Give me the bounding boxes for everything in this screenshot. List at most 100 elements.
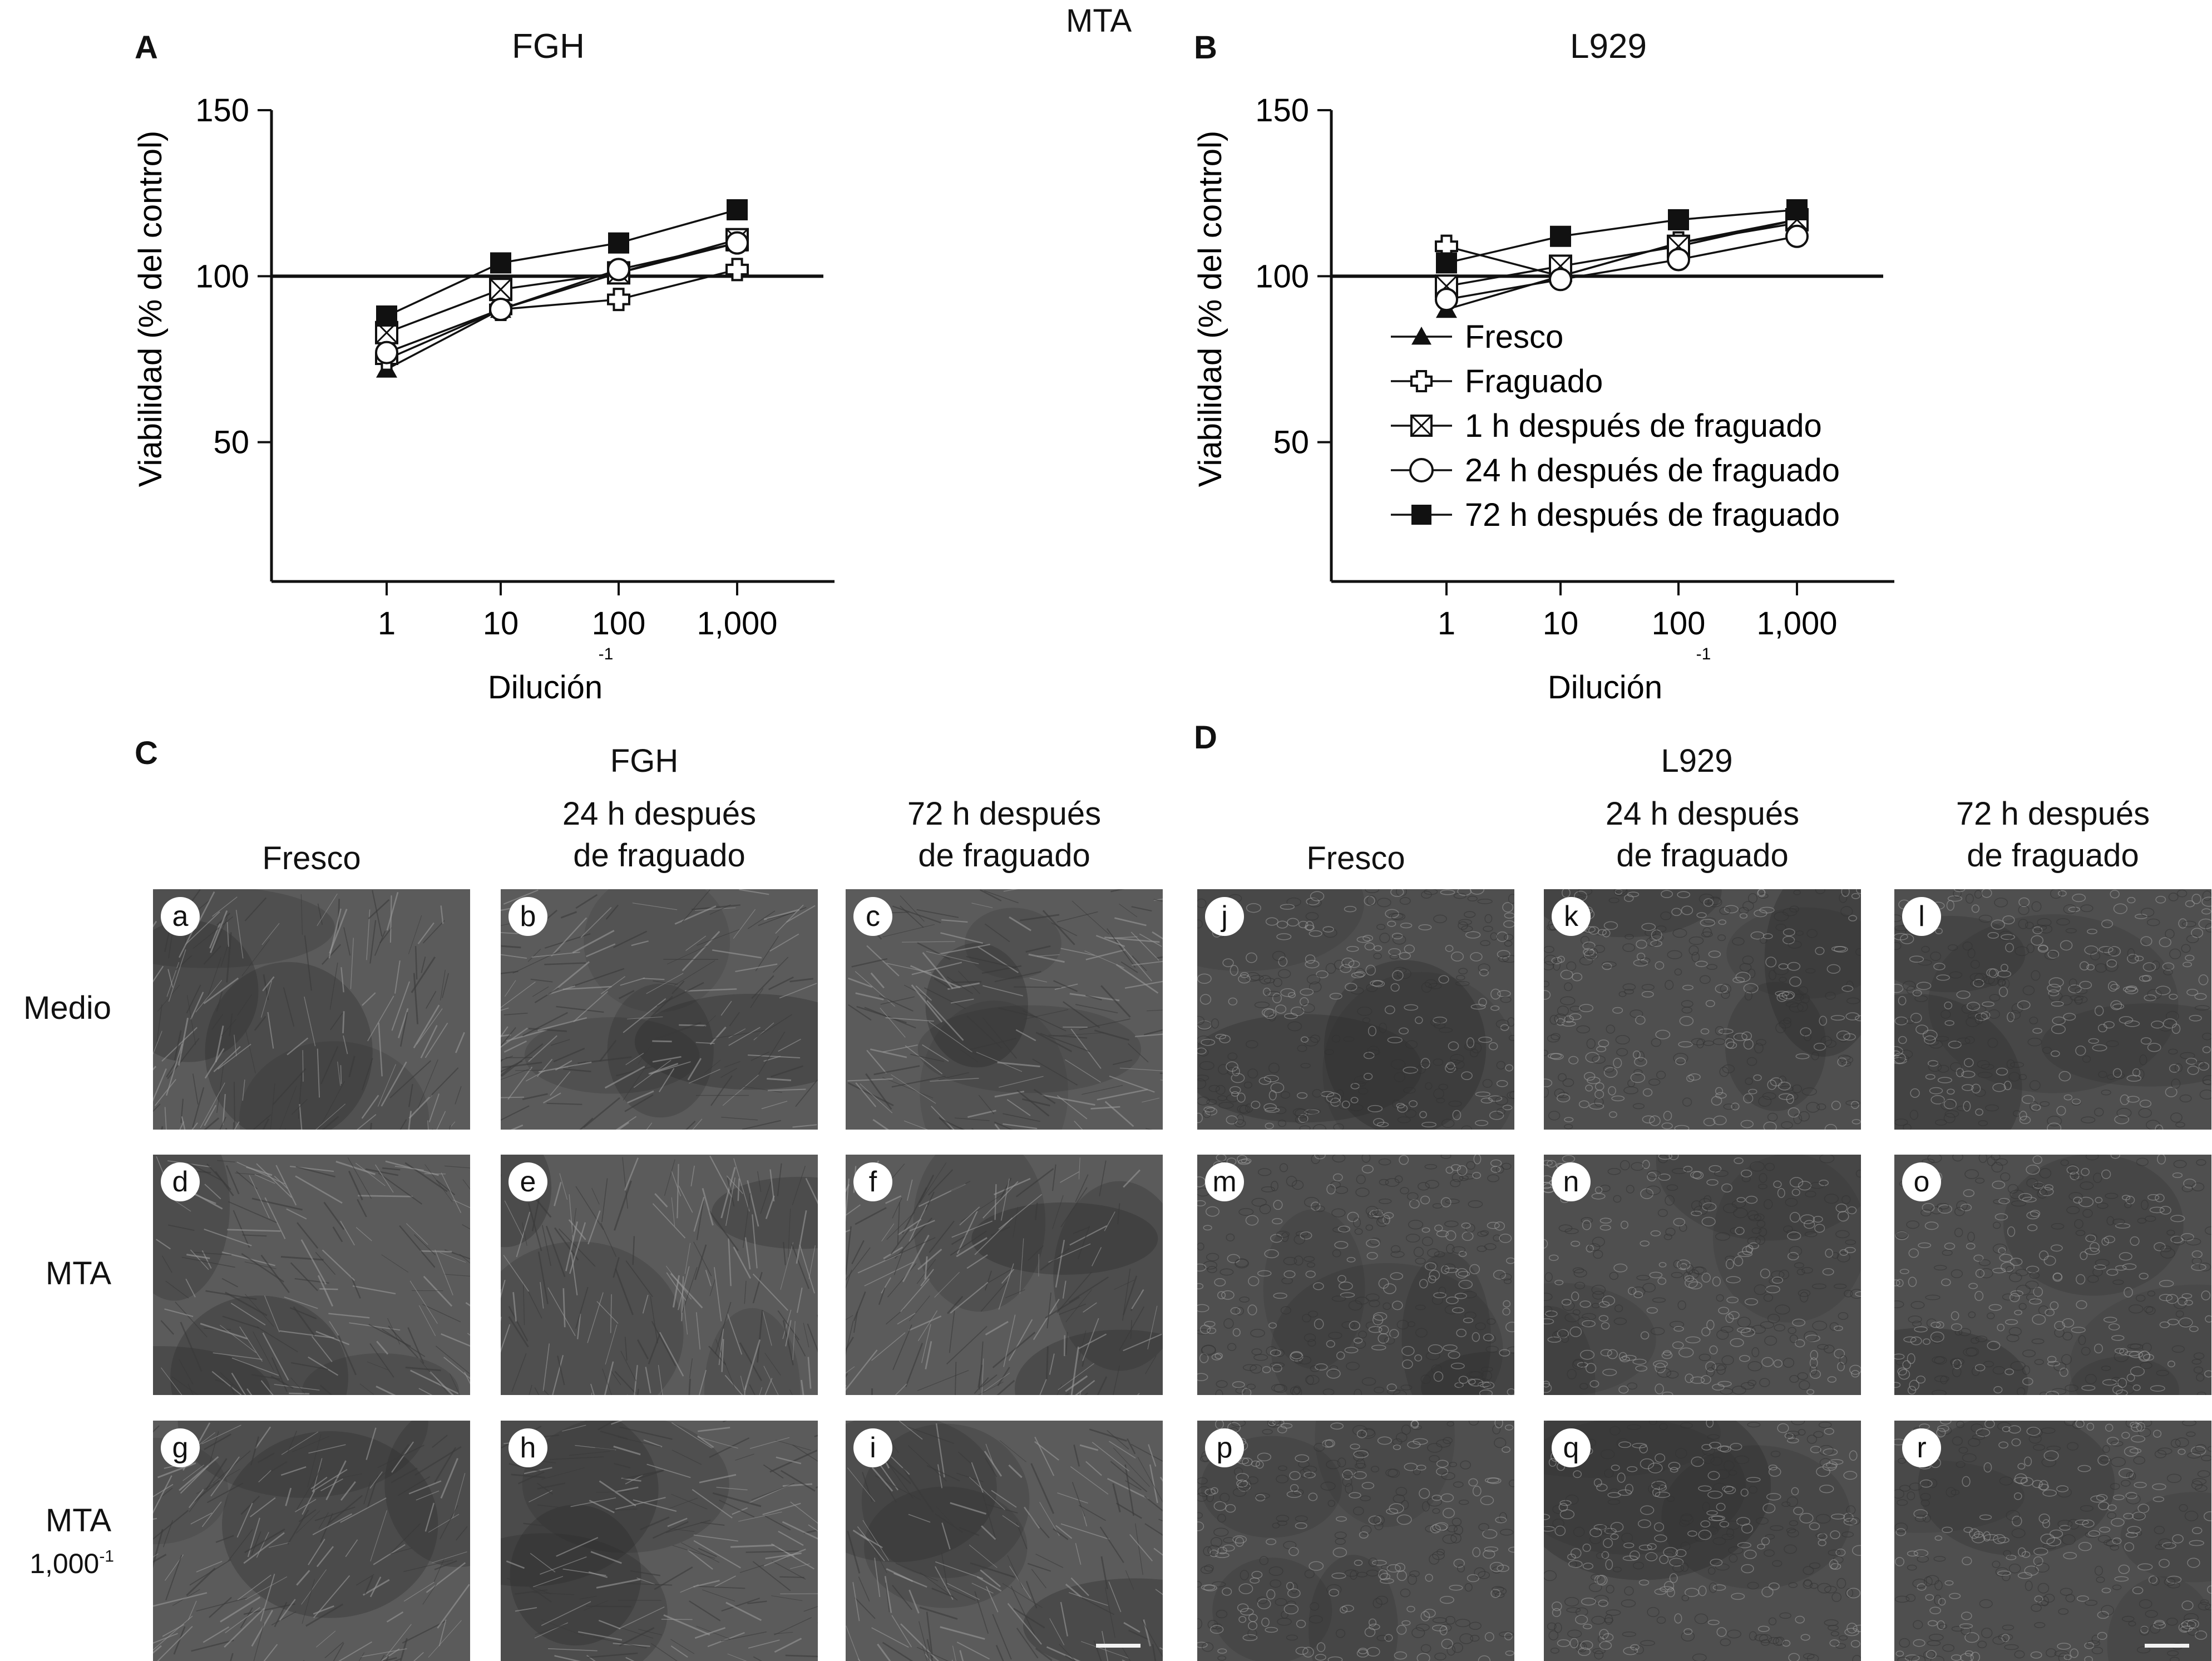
- chart-b-legend-item: 1 h después de fraguado: [1391, 408, 1822, 444]
- chart-b-point-square: [1786, 199, 1808, 220]
- scale-bar: [1096, 1644, 1140, 1648]
- column-header-line: Fresco: [1186, 837, 1525, 879]
- micrograph-letter-badge: m: [1205, 1162, 1244, 1201]
- column-header: Fresco: [1186, 837, 1525, 879]
- micrograph-c: c: [846, 889, 1163, 1130]
- chart-b-legend-label: 72 h después de fraguado: [1465, 497, 1840, 533]
- chart-a-point-square: [376, 305, 397, 327]
- chart-a-x-tick-label: 100: [592, 605, 646, 642]
- chart-a-series-line-4: [387, 210, 737, 316]
- micrograph-letter-badge: r: [1902, 1428, 1941, 1467]
- chart-a-point-square: [608, 233, 629, 254]
- micrograph-letter-badge: n: [1552, 1162, 1591, 1201]
- chart-b-legend-label: Fraguado: [1465, 363, 1603, 400]
- micrograph-q: q: [1544, 1421, 1861, 1661]
- chart-b-y-tick-label: 50: [1273, 425, 1309, 461]
- chart-b-title: L929: [1570, 27, 1647, 66]
- micrograph-r: r: [1894, 1421, 2211, 1661]
- micrograph-letter-badge: c: [853, 897, 892, 936]
- chart-b-legend-label: 24 h después de fraguado: [1465, 452, 1840, 489]
- chart-a-series-line-2: [387, 240, 737, 333]
- chart-a-x-axis-label-superscript: -1: [599, 645, 614, 663]
- micrograph-e: e: [501, 1155, 818, 1395]
- row-head-3-dilution: 1,000-1: [0, 1541, 114, 1583]
- row-header: MTA: [0, 1500, 111, 1541]
- micrograph-j: j: [1197, 889, 1514, 1130]
- chart-a-x-tick-label: 1: [378, 605, 396, 642]
- chart-a-point-crossbox: [490, 279, 511, 300]
- column-header-line: 72 h después: [1883, 793, 2212, 835]
- micrograph-letter-badge: j: [1205, 897, 1244, 936]
- micrograph-letter-badge: q: [1552, 1428, 1591, 1467]
- chart-a-point-square: [727, 199, 748, 220]
- micrograph-letter-badge: b: [508, 897, 547, 936]
- chart-b-x-axis-label-superscript: -1: [1696, 645, 1711, 663]
- micrograph-letter-badge: f: [853, 1162, 892, 1201]
- chart-a-point-plus: [608, 289, 629, 310]
- micrograph-b: b: [501, 889, 818, 1130]
- panel-d-group-title: L929: [1641, 740, 1752, 782]
- row-header: MTA: [0, 1253, 111, 1294]
- micrograph-letter-badge: g: [161, 1428, 200, 1467]
- scale-bar: [2145, 1644, 2189, 1648]
- chart-b-x-tick-label: 100: [1652, 605, 1706, 642]
- chart-a-series-line-0: [387, 243, 737, 369]
- row-head-3-dilution-value: 1,000: [29, 1548, 99, 1579]
- chart-a: Viabilidad (% del control) Dilución -1 5…: [111, 83, 890, 723]
- chart-b-legend-item: Fraguado: [1391, 363, 1603, 400]
- micrograph-letter-badge: p: [1205, 1428, 1244, 1467]
- chart-a-point-circle: [376, 342, 397, 363]
- column-header-line: de fraguado: [490, 835, 829, 876]
- chart-b-legend-label: Fresco: [1465, 319, 1563, 355]
- micrograph-letter-badge: l: [1902, 897, 1941, 936]
- micrograph-letter-badge: h: [508, 1428, 547, 1467]
- micrograph-letter-badge: i: [853, 1428, 892, 1467]
- chart-a-y-tick-label: 100: [195, 258, 249, 294]
- column-header-line: de fraguado: [1533, 835, 1872, 876]
- micrograph-g: g: [153, 1421, 470, 1661]
- column-header-line: de fraguado: [1883, 835, 2212, 876]
- micrograph-letter-badge: d: [161, 1162, 200, 1201]
- micrograph-f: f: [846, 1155, 1163, 1395]
- micrograph-d: d: [153, 1155, 470, 1395]
- chart-b-point-circle: [1668, 249, 1689, 270]
- panel-letter-a: A: [135, 29, 158, 66]
- figure-main-title: MTA: [1066, 2, 1132, 40]
- panel-letter-c: C: [135, 735, 158, 772]
- chart-b-y-tick-label: 150: [1255, 92, 1309, 129]
- panel-letter-d: D: [1194, 719, 1217, 756]
- micrograph-k: k: [1544, 889, 1861, 1130]
- micrograph-o: o: [1894, 1155, 2211, 1395]
- chart-a-x-tick-label: 1,000: [697, 605, 777, 642]
- chart-a-series-line-1: [387, 269, 737, 359]
- chart-b-series-line-0: [1446, 220, 1797, 309]
- chart-b-series-line-3: [1446, 236, 1797, 299]
- chart-a-y-tick-label: 150: [195, 92, 249, 129]
- micrograph-h: h: [501, 1421, 818, 1661]
- micrograph-m: m: [1197, 1155, 1514, 1395]
- micrograph-letter-badge: o: [1902, 1162, 1941, 1201]
- chart-b-legend-item: 24 h después de fraguado: [1391, 452, 1840, 489]
- chart-a-point-square: [490, 252, 511, 273]
- chart-a-y-axis-label: Viabilidad (% del control): [132, 131, 169, 487]
- chart-a-point-circle: [490, 299, 511, 320]
- chart-b-legend-item: 72 h después de fraguado: [1391, 497, 1840, 533]
- micrograph-l: l: [1894, 889, 2211, 1130]
- chart-b-legend-item: Fresco: [1391, 319, 1563, 355]
- row-head-3-dilution-superscript: -1: [99, 1547, 114, 1566]
- column-header-line: Fresco: [142, 837, 481, 879]
- chart-a-title: FGH: [512, 27, 585, 66]
- chart-b-point-square: [1668, 209, 1689, 230]
- micrograph-letter-badge: k: [1552, 897, 1591, 936]
- panel-c-group-title: FGH: [589, 740, 700, 782]
- panel-letter-b: B: [1194, 29, 1217, 66]
- micrograph-a: a: [153, 889, 470, 1130]
- chart-b-point-square: [1436, 252, 1457, 273]
- micrograph-letter-badge: e: [508, 1162, 547, 1201]
- chart-b-point-circle: [1550, 269, 1571, 290]
- chart-b-x-tick-label: 10: [1543, 605, 1579, 642]
- chart-b-y-axis-label: Viabilidad (% del control): [1192, 131, 1228, 487]
